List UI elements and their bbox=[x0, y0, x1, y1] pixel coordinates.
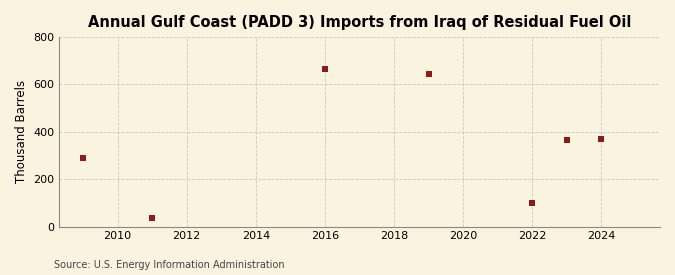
Point bbox=[423, 71, 434, 76]
Point bbox=[319, 67, 330, 71]
Point bbox=[596, 137, 607, 141]
Text: Source: U.S. Energy Information Administration: Source: U.S. Energy Information Administ… bbox=[54, 260, 285, 270]
Point bbox=[146, 216, 157, 221]
Point bbox=[562, 138, 572, 142]
Y-axis label: Thousand Barrels: Thousand Barrels bbox=[15, 80, 28, 183]
Point bbox=[78, 156, 88, 160]
Title: Annual Gulf Coast (PADD 3) Imports from Iraq of Residual Fuel Oil: Annual Gulf Coast (PADD 3) Imports from … bbox=[88, 15, 631, 30]
Point bbox=[526, 201, 537, 205]
